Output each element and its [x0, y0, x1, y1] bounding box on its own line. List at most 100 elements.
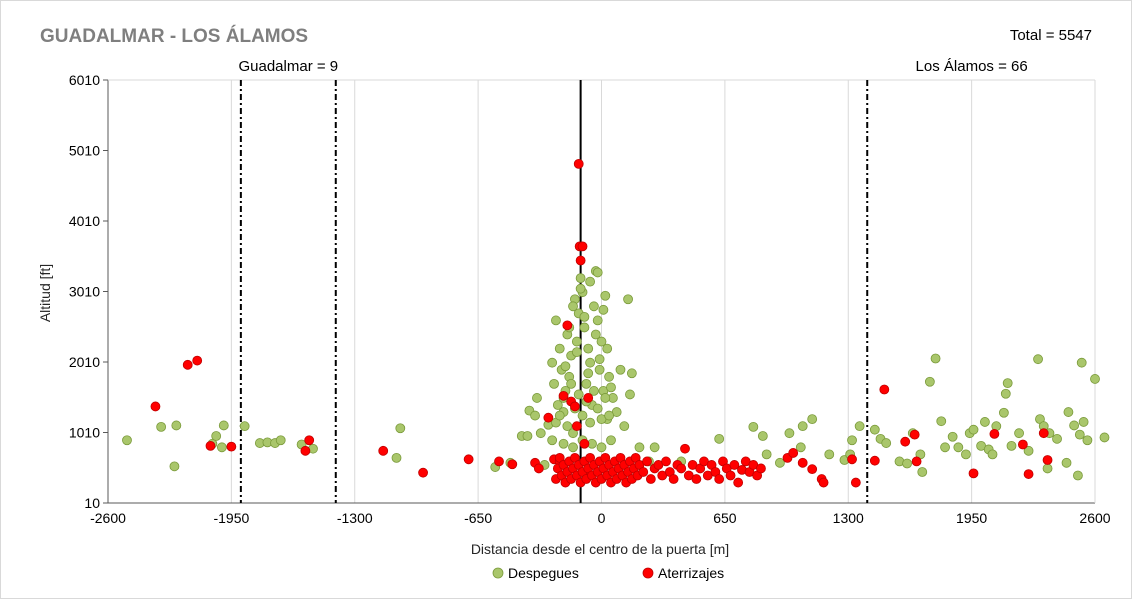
despegues-point — [571, 336, 582, 347]
despegues-point — [551, 315, 561, 326]
aterrizajes-point — [558, 390, 569, 401]
despegues-point — [535, 428, 546, 439]
aterrizajes-point — [494, 456, 504, 467]
despegues-point — [784, 428, 795, 439]
legend-marker-despegues — [492, 567, 504, 579]
aterrizajes-point — [989, 429, 1000, 439]
legend-label-aterrizajes: Aterrizajes — [658, 565, 724, 581]
despegues-point — [1052, 433, 1062, 444]
despegues-point — [1074, 429, 1085, 440]
aterrizajes-point — [192, 355, 203, 366]
despegues-point — [568, 442, 578, 453]
despegues-point — [775, 457, 785, 468]
aterrizajes-point — [818, 477, 829, 488]
aterrizajes-point — [418, 467, 428, 478]
legend-marker-aterrizajes — [642, 567, 654, 579]
despegues-point — [606, 435, 616, 446]
despegues-point — [590, 329, 601, 340]
despegues-point — [596, 336, 607, 347]
despegues-point — [1014, 428, 1024, 439]
aterrizajes-point — [570, 401, 580, 412]
despegues-point — [566, 378, 577, 389]
aterrizajes-point — [150, 401, 161, 412]
x-tick-label: 650 — [713, 510, 737, 526]
despegues-point — [634, 442, 645, 453]
despegues-point — [547, 357, 558, 368]
despegues-point — [940, 442, 950, 453]
aterrizajes-point — [378, 445, 389, 456]
y-tick-label: 4010 — [69, 213, 100, 229]
despegues-point — [924, 376, 935, 387]
despegues-point — [581, 378, 592, 389]
aterrizajes-point — [182, 359, 193, 370]
aterrizajes-point — [668, 474, 679, 484]
aterrizajes-point — [788, 448, 799, 458]
aterrizajes-point — [1038, 428, 1049, 439]
despegues-point — [1033, 354, 1043, 365]
aterrizajes-point — [968, 468, 979, 479]
y-tick-label: 3010 — [69, 284, 100, 300]
aterrizajes-point — [807, 464, 818, 475]
despegues-point — [847, 435, 857, 446]
despegues-point — [549, 378, 559, 389]
despegues-point — [598, 304, 609, 315]
despegues-point — [980, 417, 990, 427]
despegues-point — [594, 364, 605, 375]
despegues-point — [216, 442, 227, 453]
despegues-point — [562, 421, 573, 432]
y-tick-label: 10 — [84, 495, 100, 511]
x-tick-label: -650 — [464, 510, 492, 526]
despegues-point — [575, 283, 586, 294]
axes — [103, 79, 1096, 504]
aterrizajes-point — [577, 241, 588, 252]
despegues-point — [577, 410, 588, 421]
aterrizajes-point — [642, 456, 652, 467]
despegues-point — [218, 420, 229, 431]
despegues-point — [824, 449, 835, 460]
despegues-point — [714, 433, 725, 444]
despegues-point — [1042, 463, 1053, 474]
despegues-point — [1099, 432, 1110, 443]
despegues-point — [592, 267, 603, 278]
despegues-point — [552, 400, 563, 410]
zone-labels: Guadalmar = 9 Los Álamos = 66 — [238, 58, 1027, 75]
despegues-point — [1063, 407, 1074, 417]
despegues-point — [604, 410, 614, 421]
aterrizajes-point — [638, 467, 649, 477]
despegues-point — [881, 438, 892, 448]
aterrizajes-point — [533, 463, 544, 474]
aterrizajes-point — [579, 438, 590, 449]
despegues-point — [589, 386, 599, 396]
despegues-point — [797, 421, 808, 432]
despegues-point — [585, 357, 596, 368]
aterrizajes-point — [691, 474, 702, 484]
despegues-point — [560, 361, 571, 372]
aterrizajes-point — [661, 456, 671, 467]
legend: Despegues Aterrizajes — [492, 565, 724, 581]
aterrizajes-point — [911, 456, 922, 467]
despegues-point — [625, 389, 635, 400]
despegues-point — [615, 364, 626, 375]
aterrizajes-point — [571, 421, 582, 432]
despegues-point — [761, 449, 772, 460]
despegues-point — [619, 421, 630, 432]
despegues-point — [571, 347, 582, 358]
aterrizajes-point — [900, 436, 911, 447]
aterrizajes-point — [680, 443, 690, 454]
despegues-point — [594, 354, 605, 365]
despegues-point — [1002, 378, 1013, 389]
aterrizajes-point — [205, 440, 216, 451]
x-tick-label: -1950 — [213, 510, 249, 526]
despegues-point — [1006, 440, 1017, 451]
aterrizajes-point — [1023, 469, 1034, 479]
despegues-point — [592, 403, 603, 414]
despegues-point — [554, 343, 565, 354]
x-tick-label: 2600 — [1079, 510, 1110, 526]
legend-label-despegues: Despegues — [508, 565, 579, 581]
despegues-point — [968, 424, 979, 435]
despegues-point — [558, 438, 569, 449]
aterrizajes-point — [909, 429, 920, 440]
aterrizajes-point — [756, 463, 766, 474]
